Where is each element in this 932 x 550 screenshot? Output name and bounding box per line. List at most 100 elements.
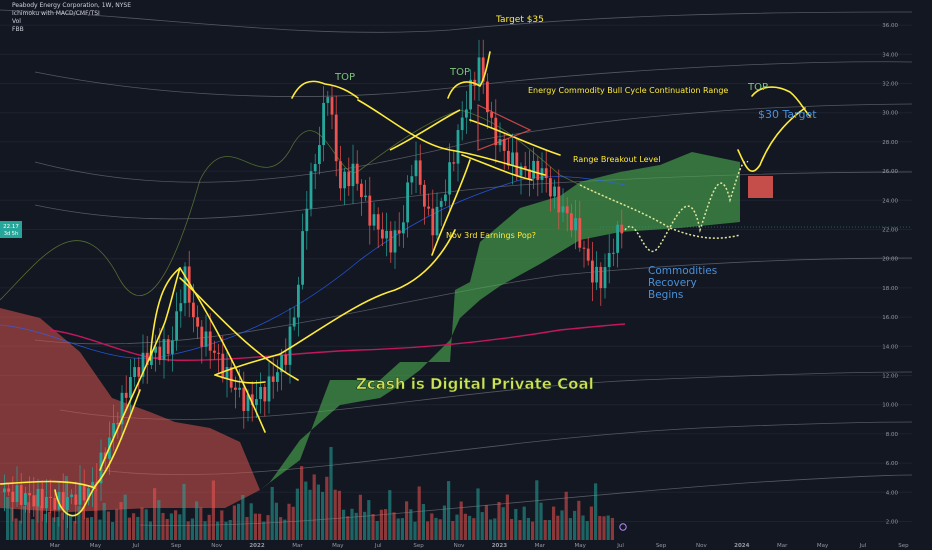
x-tick-label: May	[575, 543, 587, 549]
candle-body	[208, 331, 212, 351]
candle	[616, 221, 619, 268]
volume-bar	[295, 488, 299, 540]
volume-bar	[283, 519, 287, 540]
candle-body	[389, 230, 393, 253]
candle	[557, 169, 561, 230]
candle-body	[242, 387, 246, 411]
volume-bar	[144, 509, 148, 540]
x-tick-label: Sep	[898, 543, 909, 549]
candle-body	[397, 230, 401, 234]
candle-body	[61, 491, 65, 510]
cloud-bullish	[260, 152, 740, 490]
last-price-tag	[0, 221, 22, 239]
annotation-label: Begins	[648, 289, 683, 301]
candle	[591, 241, 594, 302]
indicator-ichimoku[interactable]: Ichimoku with MACD/CMF/TSI	[12, 10, 100, 17]
volume-bar	[186, 521, 190, 540]
candle-body	[385, 230, 388, 239]
volume-bar	[190, 518, 194, 540]
candle-body	[364, 195, 367, 198]
volume-bar	[564, 491, 568, 540]
candle	[263, 383, 267, 417]
volume-bar	[371, 514, 375, 540]
candle-body	[460, 117, 464, 131]
candle-body	[565, 206, 569, 214]
candle-body	[213, 350, 216, 353]
volume-bar	[451, 521, 455, 540]
candle-body	[124, 392, 128, 398]
candle-body	[435, 206, 439, 236]
candle	[414, 141, 418, 193]
candle	[620, 209, 624, 249]
candle-body	[179, 303, 183, 312]
candle	[200, 320, 204, 364]
candle	[570, 203, 573, 238]
candle	[376, 207, 380, 249]
candle	[19, 473, 23, 524]
trendline	[279, 229, 456, 355]
candle	[612, 238, 615, 266]
candle-body	[82, 484, 86, 501]
candle-body	[360, 183, 363, 198]
fib-band-line	[59, 371, 913, 420]
candle	[364, 179, 367, 202]
x-tick-label: Mar	[292, 543, 303, 549]
candle	[120, 385, 124, 440]
candle-body	[280, 354, 283, 373]
trendline	[447, 51, 491, 99]
candle-body	[292, 317, 296, 327]
volume-bar	[220, 510, 224, 540]
volume-bar	[543, 520, 547, 540]
candle	[259, 372, 262, 414]
volume-bar	[535, 480, 539, 540]
trendline	[99, 267, 181, 471]
volume-bar	[224, 521, 228, 540]
candle	[406, 175, 409, 238]
candle	[536, 156, 540, 197]
candle	[229, 359, 233, 393]
candle	[175, 292, 178, 351]
candle-body	[297, 284, 300, 318]
candle-body	[490, 112, 493, 118]
candle-body	[15, 485, 19, 503]
candle	[24, 486, 27, 513]
volume-bar	[493, 518, 497, 540]
indicator-volume[interactable]: Vol	[12, 18, 21, 25]
volume-bar	[178, 514, 182, 540]
candle-body	[519, 166, 523, 176]
volume-bar	[384, 509, 388, 540]
candle	[460, 101, 464, 141]
candle-body	[24, 493, 27, 505]
candle	[423, 179, 426, 225]
event-marker	[619, 523, 627, 531]
candle-body	[444, 194, 447, 202]
candle-body	[36, 488, 40, 507]
candle-body	[49, 496, 52, 498]
volume-bar	[484, 505, 488, 540]
candle-body	[339, 161, 342, 189]
candle	[204, 314, 208, 357]
indicator-fbb[interactable]: FBB	[12, 26, 24, 33]
volume-bar	[169, 513, 173, 540]
volume-bar	[22, 506, 26, 540]
candle	[477, 39, 481, 101]
candle-body	[612, 252, 615, 254]
volume-bar	[489, 519, 493, 540]
candle	[528, 150, 531, 197]
candle-body	[561, 206, 565, 213]
candle	[213, 340, 216, 360]
candle	[40, 480, 44, 522]
volume-bar	[60, 512, 64, 540]
chart-title[interactable]: Peabody Energy Corporation, 1W, NYSE	[12, 2, 132, 9]
candle-body	[616, 224, 619, 253]
candle-body	[145, 352, 149, 365]
volume-bar	[161, 512, 165, 540]
annotation-label: TOP	[747, 82, 768, 93]
annotation-label: Energy Commodity Bull Cycle Continuation…	[528, 86, 728, 95]
candle	[78, 465, 82, 509]
candle	[427, 193, 430, 216]
candle	[565, 197, 569, 232]
candle	[544, 149, 548, 193]
